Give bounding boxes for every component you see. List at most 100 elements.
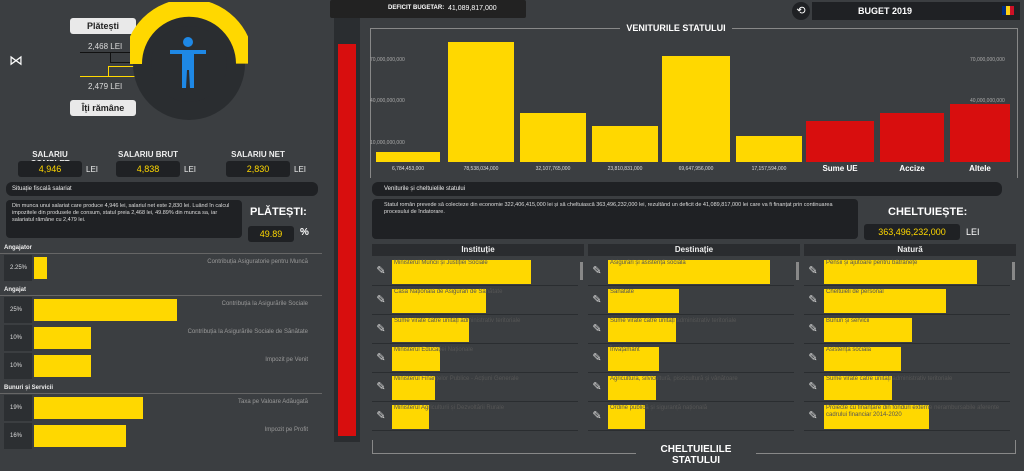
deficit-label: DEFICIT BUGETAR: <box>388 5 445 11</box>
row-label: Învățământ <box>610 347 640 353</box>
row-label: Agricultură, silvicultură, piscicultură … <box>610 376 738 382</box>
row-bar <box>392 405 430 429</box>
natura-list[interactable]: ✎ Pensii și ajutoare pentru bătrânețe ✎ Che… <box>804 258 1016 436</box>
tax-row: 25% Contribuția la Asigurările Sociale <box>0 297 322 323</box>
tax-row: 19% Taxa pe Valoare Adăugată <box>0 395 322 421</box>
table-row[interactable]: ✎ Ministerul Finanțelor Publice - Acțiuni… <box>372 374 578 402</box>
revenue-bar[interactable] <box>376 151 440 162</box>
table-row[interactable]: ✎ Asistență socială <box>804 345 1010 373</box>
revenue-label: 17,157,594,000 <box>751 166 787 172</box>
revenue-bar[interactable] <box>880 113 944 162</box>
revenues-chart <box>370 40 1010 162</box>
table-row[interactable]: ✎ Ministerul Muncii și Justiției Sociale <box>372 258 578 286</box>
table-row[interactable]: ✎ Ministerul Educației Naționale <box>372 345 578 373</box>
table-row[interactable]: ✎ Învățământ <box>588 345 794 373</box>
row-bar <box>824 260 977 284</box>
edit-icon[interactable]: ✎ <box>592 265 602 277</box>
table-row[interactable]: ✎ Pensii și ajutoare pentru bătrânețe <box>804 258 1010 286</box>
table-row[interactable]: ✎ Cheltuieli de personal <box>804 287 1010 315</box>
row-bar <box>392 289 486 313</box>
row-bar <box>608 405 646 429</box>
row-label: Cheltuieli de personal <box>826 289 884 295</box>
revenue-bar[interactable] <box>736 135 802 162</box>
summary-title: Veniturile și cheltuielile statului <box>372 182 1002 196</box>
col-natura-header[interactable]: Natură <box>804 244 1016 256</box>
revenue-bar[interactable] <box>448 42 514 162</box>
edit-icon[interactable]: ✎ <box>808 410 818 422</box>
revenue-label: 78,538,034,000 <box>463 166 499 172</box>
revenue-bar[interactable] <box>662 55 730 162</box>
tax-bar <box>34 397 143 419</box>
edit-icon[interactable]: ✎ <box>376 265 386 277</box>
share-button[interactable]: ⋈ <box>9 52 23 68</box>
left-tick-10: 10,000,000,000 <box>370 140 405 146</box>
revenue-bar[interactable] <box>592 125 658 162</box>
salary-complet-unit: LEI <box>86 165 99 174</box>
revenues-labels: 6,784,453,000 78,538,034,000 32,107,765,00… <box>370 164 1010 178</box>
revenue-label: Sume UE <box>822 164 858 173</box>
destinatie-scrollbar[interactable] <box>796 262 799 280</box>
edit-icon[interactable]: ✎ <box>376 352 386 364</box>
table-row[interactable]: ✎ Sume virate către unități administrativ… <box>588 316 794 344</box>
destinatie-list[interactable]: ✎ Asigurări și asistență socială ✎ Sănătate… <box>588 258 800 436</box>
revenue-label: Altele <box>969 164 991 173</box>
table-row[interactable]: ✎ Sume virate către unități administrativ… <box>804 374 1010 402</box>
platesti-label: Plătești <box>70 18 136 34</box>
reset-button[interactable]: ⟲ <box>792 2 810 20</box>
table-row[interactable]: ✎ Sănătate <box>588 287 794 315</box>
edit-icon[interactable]: ✎ <box>808 265 818 277</box>
table-row[interactable]: ✎ Sume virate către unități administrativ… <box>372 316 578 344</box>
row-label: Sume virate către unități administrativ … <box>610 318 737 324</box>
row-label: Bunuri și servicii <box>826 318 870 324</box>
edit-icon[interactable]: ✎ <box>592 323 602 335</box>
table-row[interactable]: ✎ Proiecte cu finanțare din fonduri exter… <box>804 403 1010 431</box>
table-row[interactable]: ✎ Ministerul Agriculturii și Dezvoltării … <box>372 403 578 431</box>
right-tick-40: 40,000,000,000 <box>970 98 1005 104</box>
group-title: Angajator <box>4 245 33 251</box>
col-institutie-header[interactable]: Instituție <box>372 244 584 256</box>
fiscal-description: Din munca unui salariat care produce 4,9… <box>6 200 242 238</box>
row-bar <box>608 289 680 313</box>
natura-scrollbar[interactable] <box>1012 262 1015 280</box>
col-destinatie-header[interactable]: Destinație <box>588 244 800 256</box>
row-bar <box>608 347 659 371</box>
edit-icon[interactable]: ✎ <box>808 352 818 364</box>
budget-year-selector[interactable]: BUGET 2019 <box>812 2 1020 20</box>
revenue-label: 23,810,831,000 <box>607 166 643 172</box>
edit-icon[interactable]: ✎ <box>808 323 818 335</box>
row-bar <box>392 376 435 400</box>
revenue-bar[interactable] <box>806 120 874 162</box>
revenue-bar[interactable] <box>520 113 586 162</box>
edit-icon[interactable]: ✎ <box>808 294 818 306</box>
salary-net-value: 2,830 <box>226 161 290 177</box>
edit-icon[interactable]: ✎ <box>376 410 386 422</box>
tax-bar <box>34 299 177 321</box>
edit-icon[interactable]: ✎ <box>592 410 602 422</box>
row-bar <box>392 318 469 342</box>
institutie-list[interactable]: ✎ Ministerul Muncii și Justiției Sociale ✎… <box>372 258 584 436</box>
tax-row: 2.25% Contribuția Asiguratorie pentru Mun… <box>0 255 322 281</box>
edit-icon[interactable]: ✎ <box>808 381 818 393</box>
revenues-title: VENITURILE STATULUI <box>620 21 732 35</box>
table-row[interactable]: ✎ Agricultură, silvicultură, piscicultură… <box>588 374 794 402</box>
edit-icon[interactable]: ✎ <box>376 381 386 393</box>
expenses-title: CHELTUIELILE STATULUI <box>636 444 756 466</box>
table-row[interactable]: ✎ Ordine publică și siguranță națională <box>588 403 794 431</box>
revenue-label: 6,784,453,000 <box>392 166 424 172</box>
edit-icon[interactable]: ✎ <box>592 381 602 393</box>
fiscal-percent-value: 49.89 <box>248 226 294 242</box>
table-row[interactable]: ✎ Casa Națională de Asigurări de Sănătate <box>372 287 578 315</box>
revenue-bar[interactable] <box>950 104 1010 162</box>
fiscal-percent-sign: % <box>300 227 309 238</box>
tax-row: 10% Impozit pe Venit <box>0 353 322 379</box>
edit-icon[interactable]: ✎ <box>376 323 386 335</box>
edit-icon[interactable]: ✎ <box>376 294 386 306</box>
row-label: Ordine publică și siguranță națională <box>610 405 708 411</box>
institutie-scrollbar[interactable] <box>580 262 583 280</box>
edit-icon[interactable]: ✎ <box>592 352 602 364</box>
edit-icon[interactable]: ✎ <box>592 294 602 306</box>
row-label: Casa Națională de Asigurări de Sănătate <box>394 289 503 295</box>
table-row[interactable]: ✎ Bunuri și servicii <box>804 316 1010 344</box>
row-bar <box>824 289 947 313</box>
table-row[interactable]: ✎ Asigurări și asistență socială <box>588 258 794 286</box>
